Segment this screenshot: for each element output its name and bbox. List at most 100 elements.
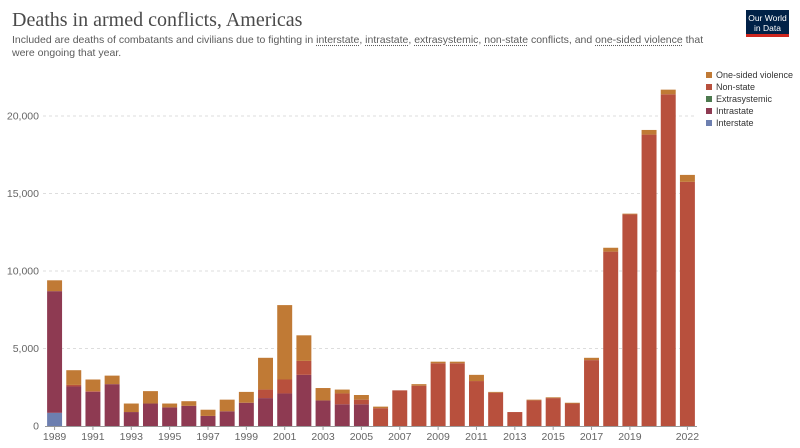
bar-one-sided-violence[interactable]: 2021 One-sided violence: 300 [660, 89, 676, 95]
bar-intrastate[interactable]: 1992 Intrastate: 2700 [104, 384, 120, 426]
subtitle-term-link[interactable]: one-sided violence [595, 34, 683, 46]
bar-intrastate[interactable]: 2001 Intrastate: 2100 [277, 393, 293, 426]
legend-item-non-state[interactable]: Non-state [706, 81, 793, 93]
bar-one-sided-violence[interactable]: 2002 One-sided violence: 1650 [296, 335, 312, 361]
legend-label: Interstate [716, 118, 754, 128]
bar-one-sided-violence[interactable]: 2008 One-sided violence: 100 [411, 384, 427, 386]
bar-intrastate[interactable]: 1996 Intrastate: 1300 [181, 405, 197, 426]
bar-one-sided-violence[interactable]: 2017 One-sided violence: 150 [584, 357, 600, 361]
bar-one-sided-violence[interactable]: 2018 One-sided violence: 250 [603, 247, 619, 252]
logo-line-2: in Data [754, 23, 781, 33]
bar-one-sided-violence[interactable]: 1993 One-sided violence: 550 [123, 403, 139, 413]
bar-non-state[interactable]: 2009 Non-state: 4050 [430, 363, 446, 426]
bar-intrastate[interactable]: 1998 Intrastate: 950 [219, 411, 235, 426]
bar-intrastate[interactable]: 2004 Intrastate: 1400 [334, 404, 350, 426]
bar-non-state[interactable]: 2019 Non-state: 13650 [622, 214, 638, 426]
bar-intrastate[interactable]: 2005 Intrastate: 1400 [353, 404, 369, 426]
bar-non-state[interactable]: 2017 Non-state: 4250 [584, 360, 600, 426]
x-tick-label: 2005 [350, 431, 374, 443]
bar-non-state[interactable]: 2021 Non-state: 21400 [660, 94, 676, 427]
bar-non-state[interactable]: 1990 Non-state: 100 [66, 384, 82, 387]
bar-non-state[interactable]: 2015 Non-state: 1800 [545, 398, 561, 426]
bar-one-sided-violence[interactable]: 1990 One-sided violence: 950 [66, 370, 82, 385]
owid-logo[interactable]: Our World in Data [746, 10, 789, 37]
bar-non-state[interactable]: 2016 Non-state: 1450 [564, 403, 580, 426]
bar-intrastate[interactable]: 1994 Intrastate: 1450 [142, 403, 158, 426]
bar-non-state[interactable]: 2002 Non-state: 900 [296, 360, 312, 375]
x-tick-label: 2013 [503, 431, 527, 443]
legend-label: One-sided violence [716, 70, 794, 80]
bar-non-state[interactable]: 2020 Non-state: 18800 [641, 134, 657, 426]
bar-one-sided-violence[interactable]: 2016 One-sided violence: 50 [564, 402, 580, 404]
bar-non-state[interactable]: 2008 Non-state: 2600 [411, 385, 427, 426]
bar-one-sided-violence[interactable]: 2000 One-sided violence: 2050 [258, 357, 274, 390]
bar-one-sided-violence[interactable]: 2011 One-sided violence: 400 [468, 374, 484, 382]
legend-item-interstate[interactable]: Interstate [706, 117, 793, 129]
x-tick-label: 1991 [81, 431, 105, 443]
bar-intrastate[interactable]: 1989 Intrastate: 7850 [47, 291, 63, 413]
bar-intrastate[interactable]: 2003 Intrastate: 1650 [315, 400, 331, 426]
bar-one-sided-violence[interactable]: 2004 One-sided violence: 250 [334, 389, 350, 394]
subtitle-text: , [478, 34, 485, 46]
x-tick-label: 1989 [43, 431, 67, 443]
subtitle-term-link[interactable]: interstate [316, 34, 360, 46]
x-tick-label: 2011 [465, 431, 488, 443]
bar-one-sided-violence[interactable]: 2009 One-sided violence: 100 [430, 361, 446, 364]
bar-non-state[interactable]: 2006 Non-state: 1150 [373, 408, 389, 426]
bar-non-state[interactable]: 2014 Non-state: 1650 [526, 400, 542, 426]
bar-intrastate[interactable]: 2002 Intrastate: 3300 [296, 374, 312, 426]
bar-one-sided-violence[interactable]: 2001 One-sided violence: 4800 [277, 305, 293, 380]
bar-non-state[interactable]: 2018 Non-state: 11250 [603, 251, 619, 426]
bar-non-state[interactable]: 1991 Non-state: 50 [85, 391, 101, 392]
bar-one-sided-violence[interactable]: 1996 One-sided violence: 300 [181, 401, 197, 406]
bar-non-state[interactable]: 2012 Non-state: 2150 [488, 392, 504, 426]
chart-legend: One-sided violence Non-state Extrasystemic… [706, 69, 793, 129]
subtitle-term-link[interactable]: intrastate [365, 34, 409, 46]
subtitle-term-link[interactable]: non-state [484, 34, 529, 46]
bar-one-sided-violence[interactable]: 2005 One-sided violence: 300 [353, 395, 369, 400]
bar-non-state[interactable]: 2007 Non-state: 2300 [392, 390, 408, 426]
bar-interstate[interactable]: 1989 Interstate: 850 [47, 412, 63, 426]
chart-title: Deaths in armed conflicts, Americas [12, 9, 303, 31]
bar-one-sided-violence[interactable]: 1997 One-sided violence: 400 [200, 409, 216, 416]
bar-one-sided-violence[interactable]: 1998 One-sided violence: 750 [219, 399, 235, 412]
subtitle-term-link[interactable]: extrasystemic [414, 34, 479, 46]
chart-subtitle: Included are deaths of combatants and ci… [12, 34, 712, 60]
legend-item-extrasystemic[interactable]: Extrasystemic [706, 93, 793, 105]
bar-intrastate[interactable]: 1991 Intrastate: 2200 [85, 391, 101, 426]
bar-non-state[interactable]: 2005 Non-state: 300 [353, 399, 369, 405]
bar-one-sided-violence[interactable]: 2022 One-sided violence: 450 [679, 174, 695, 182]
bar-intrastate[interactable]: 2000 Intrastate: 1800 [258, 398, 274, 426]
bar-one-sided-violence[interactable]: 2014 One-sided violence: 50 [526, 399, 542, 401]
bar-non-state[interactable]: 2001 Non-state: 900 [277, 379, 293, 394]
legend-item-intrastate[interactable]: Intrastate [706, 105, 793, 117]
bar-non-state[interactable]: 2011 Non-state: 2900 [468, 381, 484, 426]
bar-non-state[interactable]: 2004 Non-state: 700 [334, 393, 350, 405]
bar-one-sided-violence[interactable]: 1995 One-sided violence: 250 [162, 403, 178, 408]
x-tick-label: 2015 [541, 431, 565, 443]
bar-one-sided-violence[interactable]: 1991 One-sided violence: 750 [85, 379, 101, 392]
x-tick-label: 2003 [311, 431, 335, 443]
bar-one-sided-violence[interactable]: 2010 One-sided violence: 100 [449, 361, 465, 364]
bar-one-sided-violence[interactable]: 2006 One-sided violence: 100 [373, 406, 389, 409]
bar-intrastate[interactable]: 1997 Intrastate: 650 [200, 415, 216, 426]
bar-one-sided-violence[interactable]: 2012 One-sided violence: 50 [488, 391, 504, 393]
bar-one-sided-violence[interactable]: 1999 One-sided violence: 700 [238, 391, 254, 403]
bar-one-sided-violence[interactable]: 2015 One-sided violence: 50 [545, 397, 561, 399]
bar-non-state[interactable]: 2013 Non-state: 900 [507, 412, 523, 426]
legend-item-one-sided-violence[interactable]: One-sided violence [706, 69, 793, 81]
legend-label: Extrasystemic [716, 94, 773, 104]
bar-non-state[interactable]: 2000 Non-state: 550 [258, 389, 274, 399]
bar-one-sided-violence[interactable]: 1994 One-sided violence: 800 [142, 391, 158, 404]
bar-intrastate[interactable]: 1999 Intrastate: 1500 [238, 402, 254, 426]
bar-one-sided-violence[interactable]: 1989 One-sided violence: 700 [47, 280, 63, 292]
bar-intrastate[interactable]: 1993 Intrastate: 900 [123, 412, 139, 426]
bar-non-state[interactable]: 2010 Non-state: 4050 [449, 363, 465, 426]
bar-one-sided-violence[interactable]: 2003 One-sided violence: 800 [315, 388, 331, 401]
bar-non-state[interactable]: 2022 Non-state: 15750 [679, 181, 695, 426]
bar-one-sided-violence[interactable]: 1992 One-sided violence: 550 [104, 375, 120, 385]
bar-one-sided-violence[interactable]: 2019 One-sided violence: 50 [622, 213, 638, 215]
bar-intrastate[interactable]: 1990 Intrastate: 2550 [66, 386, 82, 426]
bar-one-sided-violence[interactable]: 2020 One-sided violence: 300 [641, 129, 657, 135]
